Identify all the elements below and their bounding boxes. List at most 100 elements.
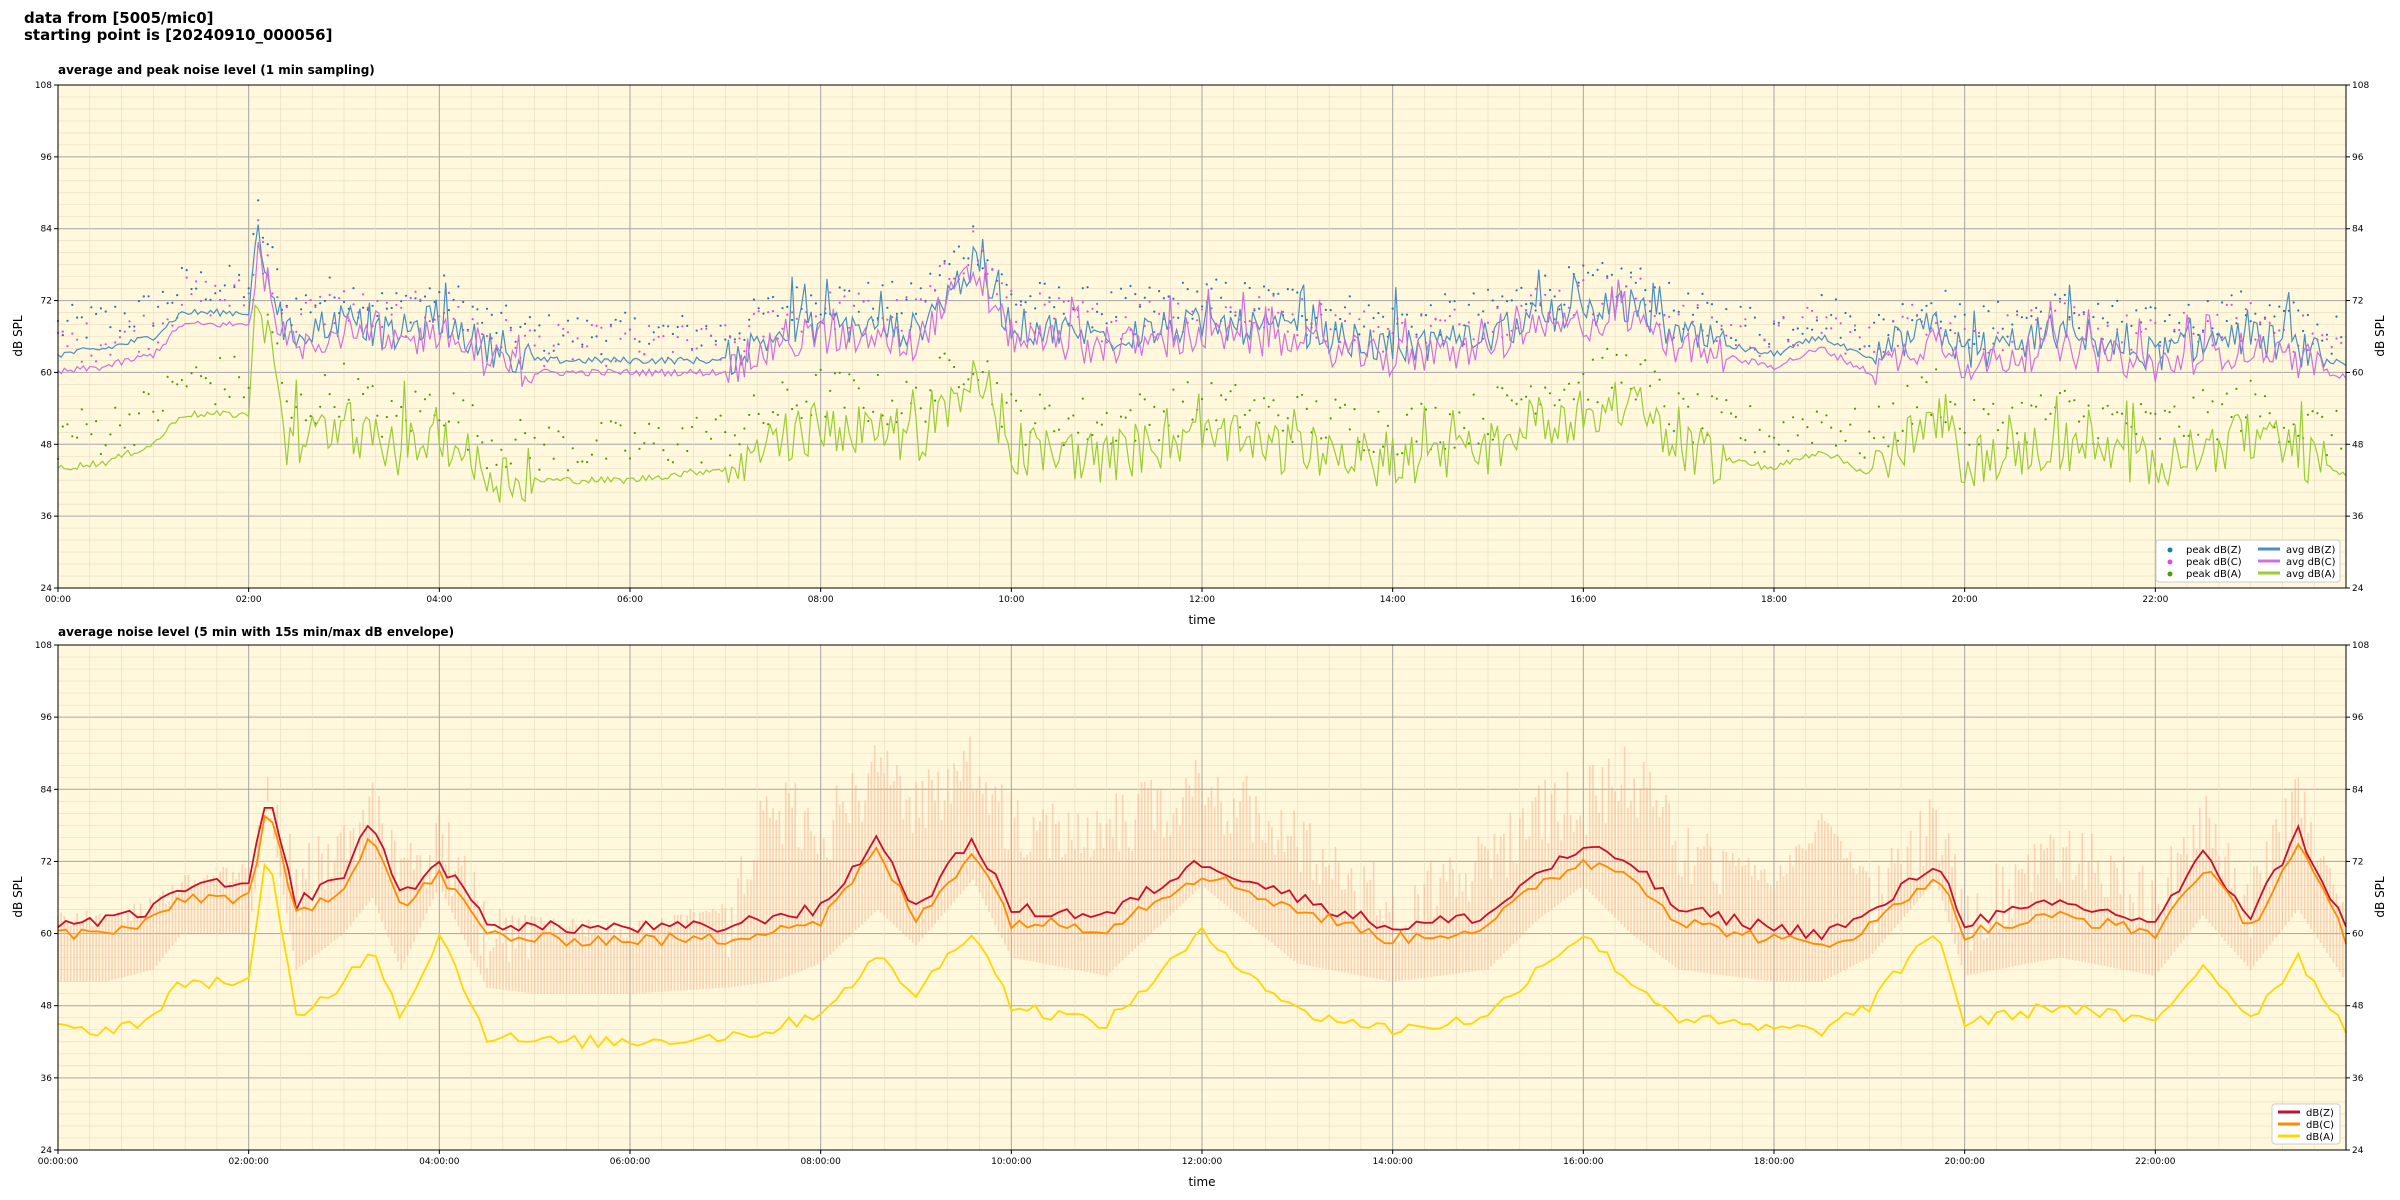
peak-point (1277, 414, 1280, 417)
peak-point (2216, 438, 2219, 441)
peak-point (2016, 310, 2019, 313)
peak-point (1582, 264, 1585, 267)
chart-title-bottom: average noise level (5 min with 15s min/… (58, 625, 454, 639)
peak-point (204, 280, 207, 283)
peak-point (1320, 303, 1323, 306)
peak-point (1334, 314, 1337, 317)
peak-point (2016, 313, 2019, 316)
peak-point (2035, 306, 2038, 309)
peak-point (1048, 296, 1051, 299)
peak-point (786, 388, 789, 391)
peak-point (938, 356, 941, 359)
peak-point (209, 314, 212, 317)
peak-point (2144, 411, 2147, 414)
peak-point (552, 349, 555, 352)
peak-point (1544, 386, 1547, 389)
peak-point (2130, 324, 2133, 327)
peak-point (1634, 281, 1637, 284)
x-tick-label: 02:00:00 (228, 1157, 269, 1167)
peak-point (514, 340, 517, 343)
peak-point (905, 298, 908, 301)
peak-point (147, 347, 150, 350)
peak-point (2173, 405, 2176, 408)
peak-point (771, 310, 775, 313)
peak-point (247, 386, 250, 389)
x-tick-label: 18:00:00 (1754, 1157, 1795, 1167)
peak-point (1949, 322, 1952, 325)
peak-point (1029, 295, 1032, 298)
peak-point (2001, 421, 2004, 424)
peak-point (2111, 304, 2114, 308)
peak-point (1768, 345, 1771, 348)
peak-point (633, 431, 636, 435)
peak-point (152, 324, 155, 327)
peak-point (1996, 300, 2000, 303)
peak-point (2082, 313, 2085, 316)
peak-point (1734, 415, 1737, 418)
peak-point (1472, 292, 1475, 295)
peak-point (1906, 384, 1909, 387)
peak-point (2044, 418, 2047, 421)
peak-point (290, 416, 293, 419)
peak-point (1830, 327, 1833, 330)
peak-point (1458, 411, 1461, 414)
peak-point (1777, 321, 1780, 324)
peak-point (2173, 328, 2176, 331)
peak-point (581, 345, 584, 348)
peak-point (505, 304, 508, 307)
peak-point (423, 398, 427, 401)
peak-point (1429, 324, 1432, 327)
peak-point (1448, 300, 1451, 303)
peak-point (1010, 289, 1013, 292)
peak-point (1315, 336, 1318, 339)
y-ticks-left-bottom: 24 36 48 60 72 84 96 108 (35, 641, 58, 1156)
peak-point (1181, 400, 1184, 403)
peak-point (309, 311, 312, 314)
peak-point (1248, 320, 1251, 323)
peak-point (1010, 393, 1013, 396)
peak-point (300, 393, 303, 396)
peak-point (1996, 331, 2000, 334)
peak-point (1339, 317, 1342, 321)
peak-point (238, 376, 241, 379)
peak-point (729, 454, 732, 457)
peak-point (1811, 441, 1814, 444)
peak-point (1248, 409, 1251, 412)
peak-point (66, 319, 69, 322)
peak-point (190, 372, 193, 375)
legend-marker-peak-z (2167, 547, 2173, 553)
peak-point (886, 318, 889, 321)
legend-box-bottom (2271, 1103, 2341, 1145)
peak-point (1992, 402, 1995, 405)
peak-point (1849, 315, 1852, 318)
peak-point (1477, 442, 1480, 445)
peak-point (2282, 309, 2286, 313)
peak-point (1372, 316, 1375, 320)
peak-point (762, 421, 765, 425)
peak-point (1877, 405, 1880, 408)
peak-point (419, 298, 422, 301)
peak-point (1639, 277, 1642, 280)
peak-point (619, 320, 622, 323)
peak-point (90, 354, 93, 357)
peak-point (1363, 325, 1366, 328)
peak-point (1181, 281, 1184, 284)
peak-point (781, 381, 784, 384)
peak-point (476, 308, 479, 311)
peak-point (1834, 444, 1838, 447)
peak-point (2182, 311, 2185, 314)
peak-point (1224, 398, 1227, 401)
peak-point (61, 330, 64, 333)
x-tick-label: 14:00:00 (1372, 1157, 1413, 1167)
peak-point (271, 331, 274, 334)
peak-point (1420, 314, 1423, 317)
peak-point (1668, 281, 1671, 284)
peak-point (991, 268, 994, 271)
peak-point (1868, 345, 1871, 348)
peak-point (1272, 292, 1275, 295)
peak-point (2078, 313, 2081, 317)
peak-point (767, 423, 770, 426)
peak-point (1653, 370, 1656, 373)
x-tick-label: 04:00 (426, 595, 452, 605)
peak-point (285, 305, 288, 309)
